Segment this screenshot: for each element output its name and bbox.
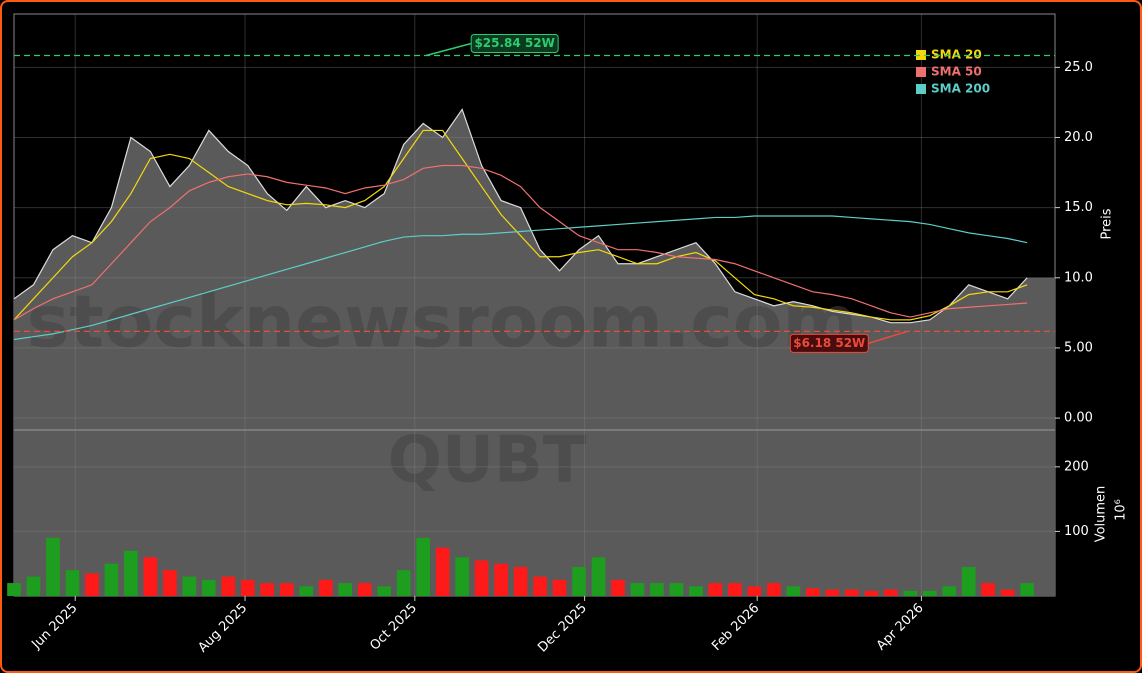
volume-bar (883, 589, 898, 596)
volume-bar (318, 579, 333, 596)
sma-line (13, 215, 1028, 341)
volume-bar (396, 570, 411, 596)
annotation-label: $6.18 52W (793, 336, 865, 350)
x-tick-label: Aug 2025 (195, 601, 250, 656)
volume-bar (416, 537, 430, 596)
volume-bar (767, 583, 781, 596)
watermark: stocknewsroom.com (27, 280, 858, 364)
x-tick-label: Feb 2026 (709, 601, 762, 654)
volume-bar (806, 588, 820, 596)
volume-bar (299, 586, 314, 596)
volume-axis-label: Volumen (1094, 486, 1109, 543)
volume-bar (708, 583, 723, 596)
sma-line (13, 164, 1028, 321)
y-tick-label: 5.00 (1064, 340, 1093, 355)
volume-panel (14, 430, 1055, 596)
volume-bar (377, 586, 392, 596)
y-axis-label: Preis (1100, 208, 1115, 239)
volume-bar (338, 583, 353, 596)
volume-bar (552, 579, 567, 596)
volume-bar (611, 579, 625, 596)
volume-bar (942, 586, 957, 596)
volume-bar (494, 563, 508, 596)
annotation-label: $25.84 52W (474, 36, 554, 50)
volume-bar (922, 590, 937, 596)
volume-bar (474, 560, 489, 596)
y-tick-label: 10.0 (1064, 270, 1093, 285)
volume-bar (1020, 583, 1034, 596)
volume-bar (689, 586, 703, 596)
volume-bar (864, 590, 879, 596)
volume-bar (786, 586, 801, 596)
annotation-arrow (425, 42, 472, 57)
volume-bar (221, 576, 236, 596)
annotation-arrow (868, 330, 908, 345)
volume-bar (435, 547, 450, 596)
x-tick-label: Dec 2025 (535, 601, 590, 656)
annotation-box (789, 333, 869, 353)
legend-label: SMA 20 (931, 48, 982, 62)
volume-bar (572, 566, 586, 596)
volume-bar (844, 589, 859, 596)
volume-bar (1000, 589, 1015, 596)
y2-tick-label: 100 (1064, 524, 1089, 539)
volume-bar (202, 579, 216, 596)
volume-bar (260, 583, 275, 596)
volume-bar (357, 583, 372, 596)
volume-bar (981, 583, 996, 596)
volume-bar (728, 583, 742, 596)
volume-bar (533, 576, 547, 596)
x-tick-label: Apr 2026 (874, 601, 927, 654)
y2-tick-label: 200 (1064, 459, 1089, 474)
volume-bar (124, 550, 138, 596)
legend-swatch (916, 84, 926, 94)
y-tick-label: 15.0 (1064, 200, 1093, 215)
volume-bar (825, 589, 840, 596)
sma-line (13, 129, 1028, 321)
volume-bar (143, 557, 158, 596)
volume-bar (182, 576, 197, 596)
volume-bar (650, 583, 664, 596)
volume-bar (455, 557, 469, 596)
volume-bar (591, 557, 606, 596)
price-line (13, 108, 1028, 324)
y-tick-label: 20.0 (1064, 130, 1093, 145)
volume-bar (7, 583, 21, 596)
legend-label: SMA 200 (931, 82, 990, 96)
legend-label: SMA 50 (931, 65, 982, 79)
volume-bar (163, 570, 177, 596)
volume-bar (65, 570, 80, 596)
volume-bar (669, 583, 684, 596)
volume-bar (85, 573, 99, 596)
y-tick-label: 25.0 (1064, 60, 1093, 75)
annotation-box (470, 34, 559, 54)
y-tick-label: 0.00 (1064, 411, 1093, 426)
volume-bar (961, 566, 976, 596)
legend-swatch (916, 67, 926, 77)
volume-bar (26, 576, 41, 596)
x-tick-label: Oct 2025 (367, 601, 420, 654)
volume-bar (279, 583, 294, 596)
volume-bar (903, 590, 918, 596)
watermark-symbol: QUBT (388, 424, 587, 498)
volume-bar (513, 566, 528, 596)
volume-bar (630, 583, 645, 596)
volume-bar (46, 537, 60, 596)
volume-unit: 10⁶ (1114, 499, 1129, 521)
legend-swatch (916, 50, 926, 60)
x-tick-label: Jun 2025 (29, 601, 81, 653)
volume-bar (747, 586, 762, 596)
volume-bar (240, 579, 255, 596)
volume-bar (104, 563, 119, 596)
